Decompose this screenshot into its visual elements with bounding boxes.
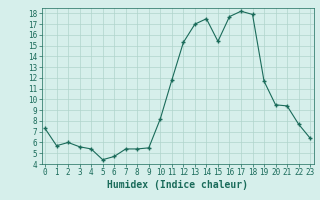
X-axis label: Humidex (Indice chaleur): Humidex (Indice chaleur): [107, 180, 248, 190]
